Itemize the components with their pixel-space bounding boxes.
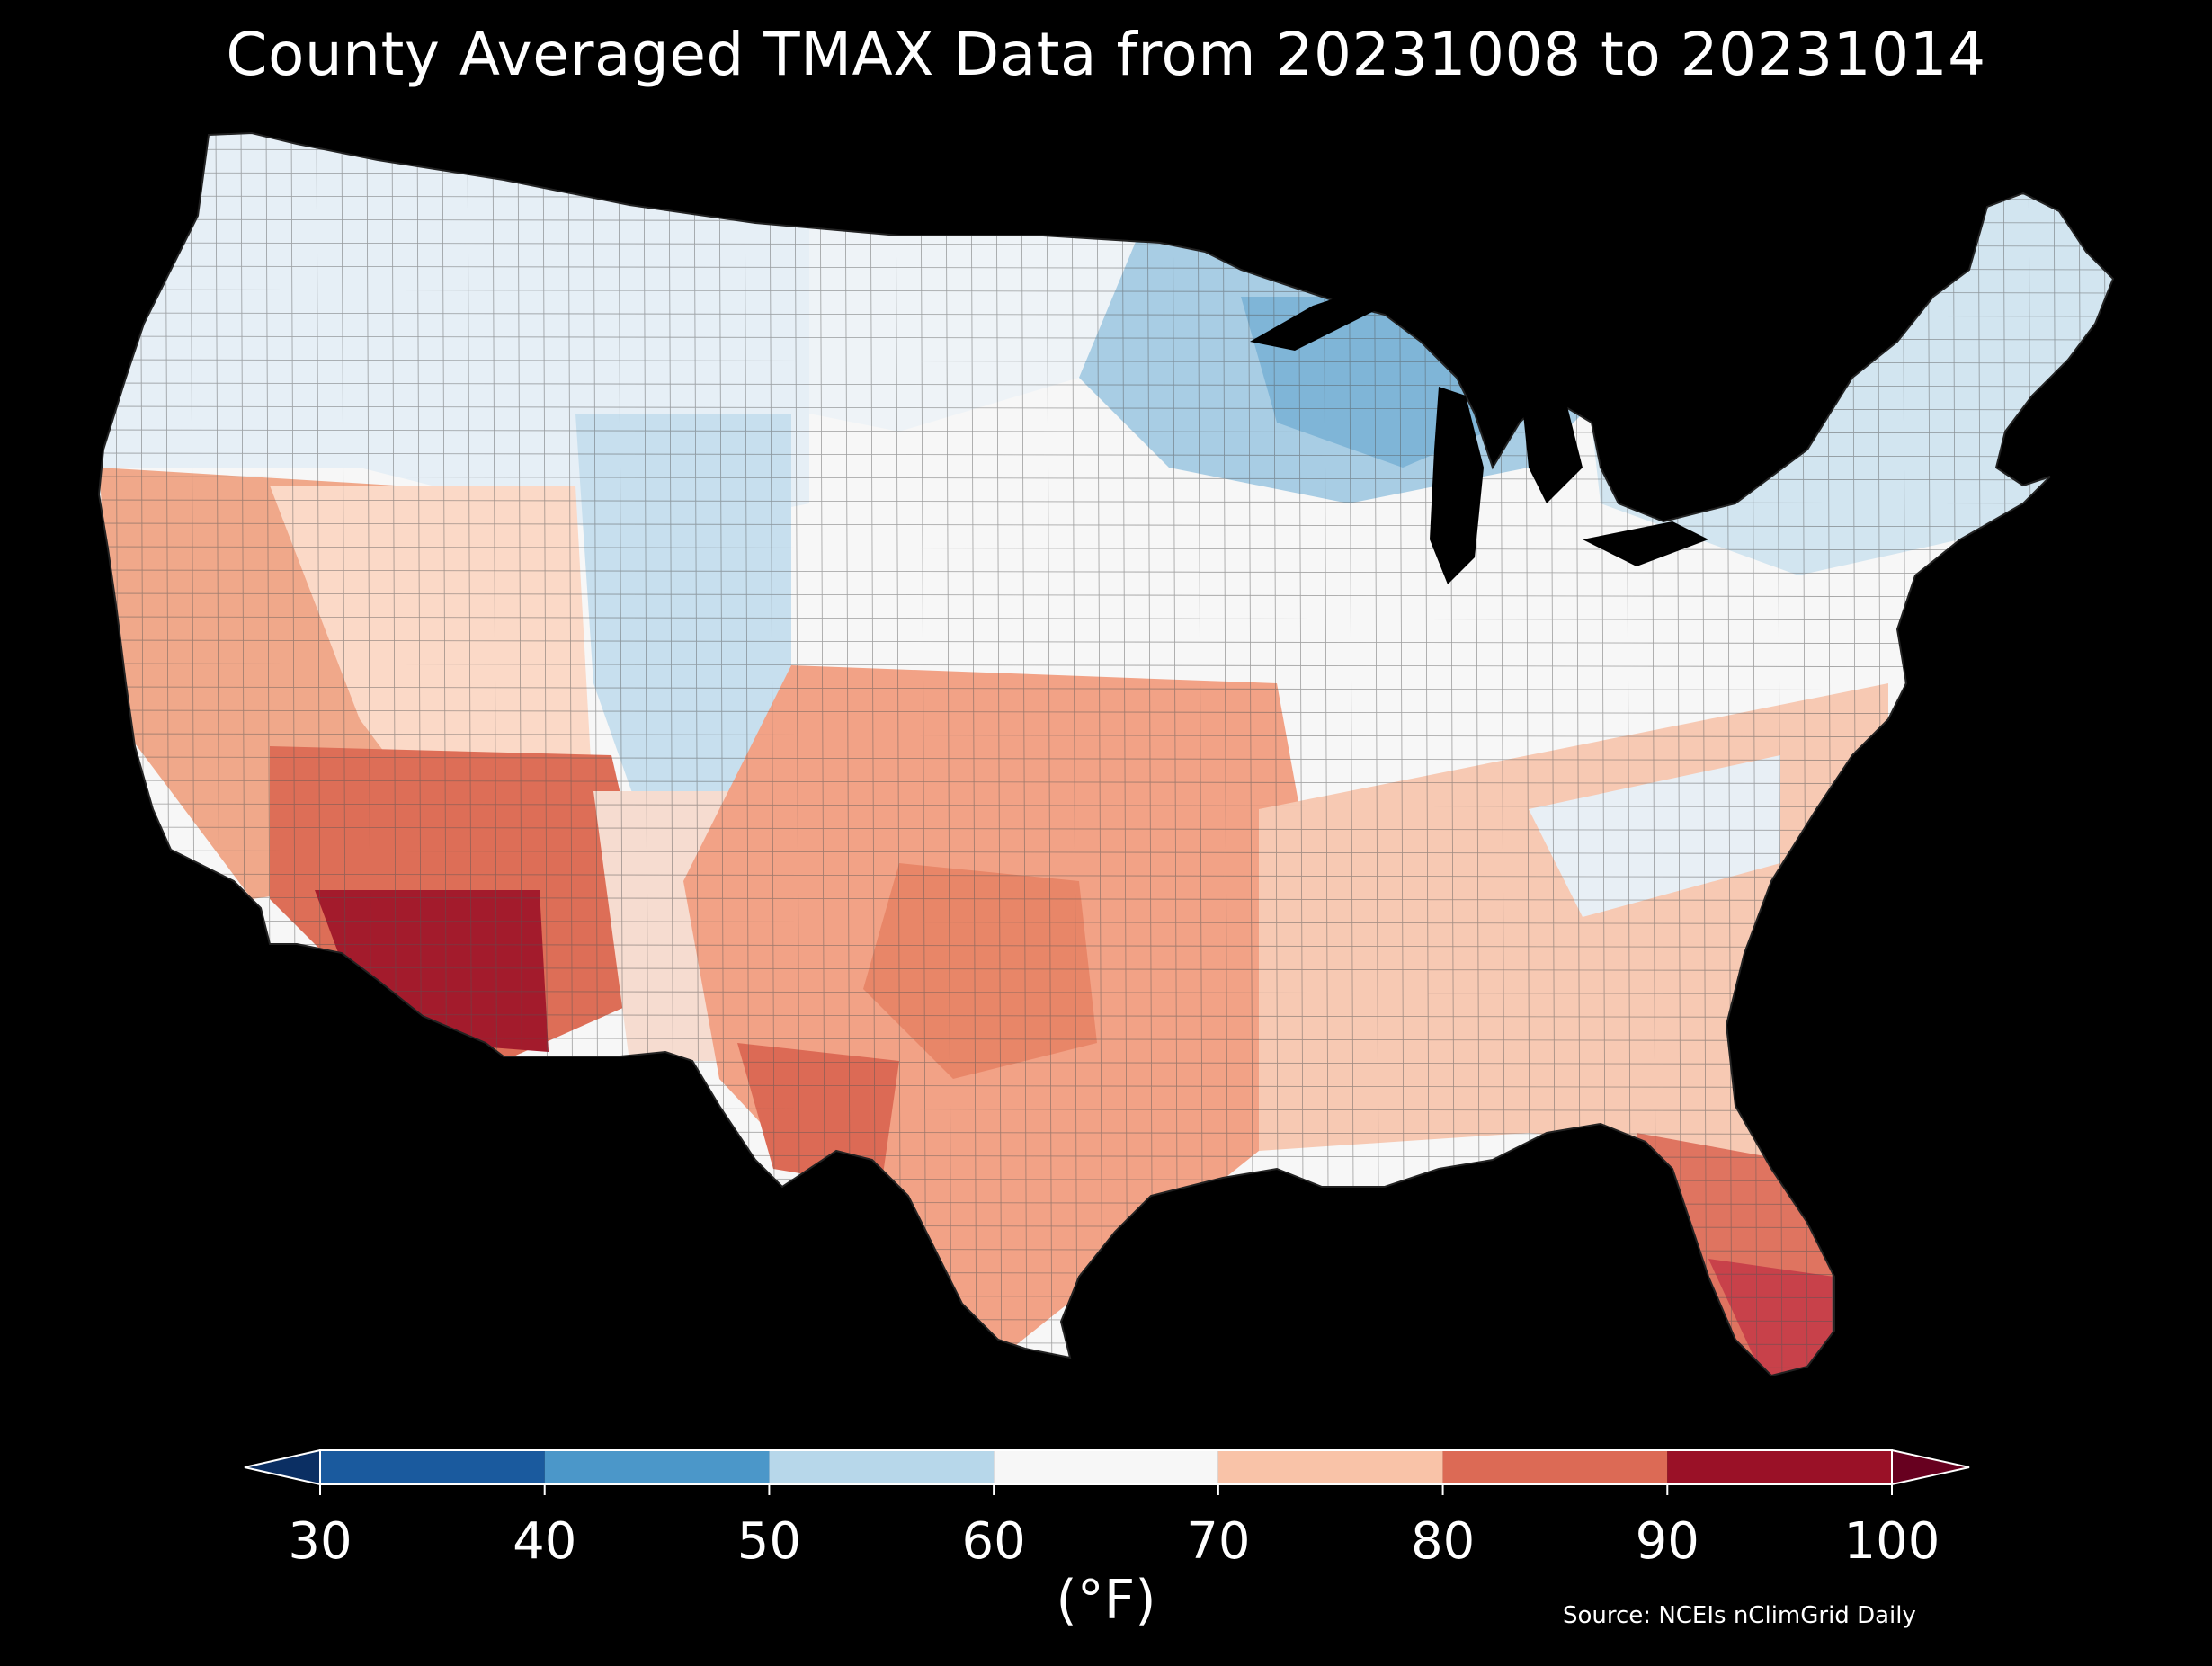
region-rockies-cool [575,414,791,836]
colorbar-tick-label: 70 [1186,1512,1250,1571]
colorbar-bin-90-100 [1667,1450,1892,1484]
colorbar-bin-80-90 [1442,1450,1668,1484]
colorbar-extend-high [1892,1450,1969,1484]
colorbar-tick-label: 100 [1844,1512,1940,1571]
map-title: County Averaged TMAX Data from 20231008 … [226,20,1986,89]
colorbar-tick-label: 80 [1411,1512,1475,1571]
colorbar-bin-60-70 [994,1450,1218,1484]
source-credit: Source: NCEIs nClimGrid Daily [1563,1602,1916,1629]
colorbar-tick-label: 30 [288,1512,352,1571]
colorbar-bin-50-60 [769,1450,995,1484]
lake-huron [1520,378,1583,503]
region-south-florida [1708,1259,1834,1376]
colorbar-extend-low [245,1450,320,1484]
colorbar-bin-30-40 [320,1450,545,1484]
colorbar-bin-70-80 [1217,1450,1443,1484]
lake-erie [1583,521,1708,566]
region-central-texas-hot [863,863,1097,1079]
lake-michigan [1430,387,1484,584]
colorbar-tick-label: 50 [737,1512,801,1571]
colorbar-unit-label: (°F) [1056,1569,1156,1632]
us-outline [97,131,2115,1377]
region-desert-extreme [315,890,549,1052]
colorbar-tick-label: 60 [962,1512,1026,1571]
colorbar-tick-label: 90 [1636,1512,1699,1571]
region-south-texas [737,1043,899,1187]
colorbar-bin-40-50 [544,1450,770,1484]
lake-superior [1250,288,1403,351]
colorbar-tick-label: 40 [513,1512,576,1571]
